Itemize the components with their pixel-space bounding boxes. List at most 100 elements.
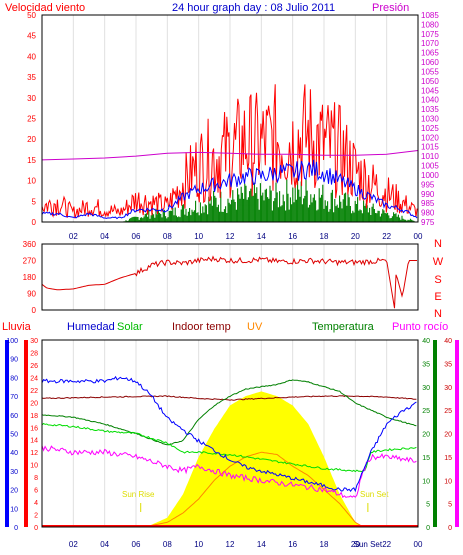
pressure-tick-label: 1055 (421, 67, 439, 76)
humidity-tick-label: 80 (10, 375, 18, 382)
bottom-x-tick-label: 08 (163, 540, 172, 549)
sun-set-label: Sun Set (360, 490, 389, 499)
pressure-tick-label: 1000 (421, 171, 439, 180)
top-x-tick-label: 16 (288, 232, 297, 241)
rain-tick-label: 30 (30, 338, 38, 345)
rain-tick-label: 10 (30, 463, 38, 470)
top-x-tick-label: 04 (100, 232, 109, 241)
rain-tick-label: 2 (34, 513, 38, 520)
bottom-x-tick-label: Sun Set (354, 540, 383, 549)
pressure-label: Presión (372, 2, 409, 14)
top-x-tick-label: 22 (382, 232, 391, 241)
rain-tick-label: 18 (30, 413, 38, 420)
humidity-tick-label: 40 (10, 450, 18, 457)
rain-tick-label: 6 (34, 488, 38, 495)
wind-gust-series (41, 84, 418, 219)
temp-tick-label: 35 (422, 361, 430, 368)
pressure-tick-label: 1045 (421, 86, 439, 95)
humidity-tick-label: 50 (10, 432, 18, 439)
bottom-x-tick-label: 22 (382, 540, 391, 549)
bottom-x-tick-label: 18 (320, 540, 329, 549)
pressure-tick-label: 1060 (421, 58, 439, 67)
dew-tick-label: 35 (444, 361, 452, 368)
wind-tick-label: 30 (27, 94, 36, 103)
wind-tick-label: 40 (27, 52, 36, 61)
wind-tick-label: 0 (32, 218, 37, 227)
pressure-tick-label: 1075 (421, 30, 439, 39)
humidity-tick-label: 10 (10, 506, 18, 513)
humidity-label: Humedad (67, 321, 115, 333)
pressure-tick-label: 1015 (421, 143, 439, 152)
temperature-label: Temperatura (312, 321, 375, 333)
dew-tick-label: 40 (444, 338, 452, 345)
bottom-chart-frame (41, 339, 419, 528)
temp-tick-label: 5 (426, 502, 430, 509)
humidity-axis-bar (5, 340, 9, 527)
temp-axis-bar (433, 340, 437, 527)
dir-tick-label: 180 (23, 273, 37, 282)
chart-title: 24 hour graph day : 08 Julio 2011 (172, 2, 335, 14)
bottom-x-tick-label: 20 (351, 540, 360, 549)
bottom-x-tick-label: 14 (257, 540, 266, 549)
pressure-tick-label: 1040 (421, 96, 439, 105)
solar-label: Solar (117, 321, 143, 333)
rain-tick-label: 4 (34, 500, 38, 507)
wind-tick-label: 35 (27, 73, 36, 82)
dir-tick-label: 0 (32, 306, 37, 315)
temperature-series (41, 379, 417, 446)
indoor-temp-series (41, 395, 417, 401)
temp-tick-label: 0 (426, 525, 430, 532)
dew-tick-label: 5 (448, 502, 452, 509)
dew-axis-bar (455, 340, 459, 527)
dew-tick-label: 0 (448, 525, 452, 532)
dew-tick-label: 20 (444, 432, 452, 439)
rain-tick-label: 0 (34, 525, 38, 532)
pressure-tick-label: 1030 (421, 115, 439, 124)
indoor-temp-label: Indoor temp (172, 321, 231, 333)
pressure-series (41, 150, 419, 161)
pressure-tick-label: 990 (421, 190, 435, 199)
rain-tick-label: 12 (30, 450, 38, 457)
pressure-tick-label: 1070 (421, 39, 439, 48)
temp-tick-label: 30 (422, 385, 430, 392)
top-x-tick-label: 10 (194, 232, 203, 241)
rain-tick-label: 14 (30, 438, 38, 445)
temp-tick-label: 25 (422, 408, 430, 415)
pressure-tick-label: 985 (421, 199, 435, 208)
dir-grid (41, 244, 419, 310)
dir-tick-label: 90 (27, 290, 36, 299)
bottom-x-tick-label: 00 (414, 540, 423, 549)
temp-tick-label: 20 (422, 432, 430, 439)
top-x-tick-label: 18 (320, 232, 329, 241)
pressure-tick-label: 1065 (421, 49, 439, 58)
pressure-tick-label: 1025 (421, 124, 439, 133)
pressure-tick-label: 1035 (421, 105, 439, 114)
pressure-tick-label: 980 (421, 209, 435, 218)
dew-tick-label: 15 (444, 455, 452, 462)
bottom-x-tick-label: 12 (226, 540, 235, 549)
uv-label: UV (247, 321, 263, 333)
wind-tick-label: 10 (27, 177, 36, 186)
humidity-tick-label: 70 (10, 394, 18, 401)
wind-tick-label: 50 (27, 11, 36, 20)
compass-label: W (433, 256, 444, 268)
compass-label: S (434, 274, 441, 286)
wind-avg-series (41, 159, 418, 220)
wind-direction-series (41, 255, 417, 309)
sun-rise-label: Sun Rise (122, 490, 155, 499)
dir-chart-frame (41, 243, 419, 311)
top-x-tick-label: 00 (414, 232, 423, 241)
solar-series (41, 422, 417, 473)
pressure-tick-label: 1085 (421, 11, 439, 20)
dir-tick-label: 270 (23, 257, 37, 266)
pressure-tick-label: 1010 (421, 152, 439, 161)
temp-tick-label: 40 (422, 338, 430, 345)
compass-label: E (434, 291, 441, 303)
dir-tick-label: 360 (23, 240, 37, 249)
dew-tick-label: 25 (444, 408, 452, 415)
rain-tick-label: 24 (30, 375, 38, 382)
top-x-tick-label: 08 (163, 232, 172, 241)
wind-tick-label: 5 (32, 197, 37, 206)
uv-series (143, 451, 362, 528)
